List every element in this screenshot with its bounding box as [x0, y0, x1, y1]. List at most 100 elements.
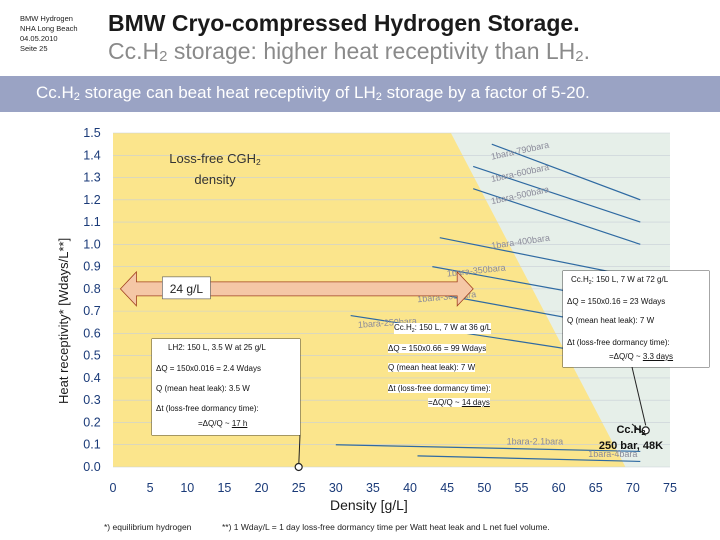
title-part: Cc.H [571, 275, 589, 284]
x-tick-label: 45 [440, 481, 454, 495]
isobar-line [473, 165, 641, 223]
x-tick-label: 25 [292, 481, 306, 495]
cch2-36-leak: Q (mean heat leak): 7 W [388, 363, 476, 372]
lh2-dq: ΔQ = 150x0.016 = 2.4 Wdays [156, 364, 261, 373]
result-prefix: =ΔQ/Q ~ [198, 419, 232, 428]
region-label-part: Loss-free CGH [169, 151, 256, 166]
y-tick-label: 0.0 [83, 460, 100, 474]
annotation-cch2-72: Cc.H2: 150 L, 7 W at 72 g/L ΔQ = 150x0.1… [563, 271, 709, 367]
cch2-36-dq: ΔQ = 150x0.66 = 99 Wdays [388, 344, 487, 353]
y-tick-label: 0.1 [83, 438, 100, 452]
region-label-line: density [194, 172, 236, 187]
region-label-line: Loss-free CGH2 [160, 150, 270, 171]
point-label-cch2: Cc.H2 250 bar, 48K [578, 424, 684, 453]
y-tick-label: 1.2 [83, 193, 100, 207]
isobar-line [335, 444, 641, 453]
footnote-2: **) 1 Wday/L = 1 day loss-free dormancy … [222, 522, 550, 532]
meta-line: NHA Long Beach [20, 24, 78, 33]
cch2-72-leak: Q (mean heat leak): 7 W [567, 316, 655, 325]
point-label-line: 250 bar, 48K [598, 440, 664, 452]
x-tick-label: 30 [329, 481, 343, 495]
headline-part: Cc.H [36, 83, 74, 102]
y-tick-label: 1.3 [83, 171, 100, 185]
y-tick-label: 0.4 [83, 371, 100, 385]
x-tick-label: 60 [552, 481, 566, 495]
title-part: : 150 L, 7 W at 72 g/L [591, 275, 669, 284]
point-label-part: Cc.H [616, 424, 642, 436]
y-tick-label: 1.5 [83, 126, 100, 140]
headline-text: Cc.H2 storage can beat heat receptivity … [36, 83, 590, 103]
title-part: Cc.H [394, 323, 412, 332]
isobar-label: 1bara-4bara [588, 449, 637, 459]
y-tick-label: 1.0 [83, 237, 100, 251]
y-tick-label: 0.9 [83, 260, 100, 274]
lh2-point [294, 462, 303, 472]
cch2-36-title: Cc.H2: 150 L, 7 W at 36 g/L [394, 323, 492, 334]
result-prefix: =ΔQ/Q ~ [428, 398, 462, 407]
isobar-line [473, 188, 641, 245]
x-tick-label: 35 [366, 481, 380, 495]
lh2-dt: Δt (loss-free dormancy time): [156, 404, 259, 413]
arrow-label: 24 g/L [170, 282, 204, 296]
meta-line: 04.05.2010 [20, 34, 58, 43]
result-value: 14 days [461, 398, 490, 407]
x-tick-label: 65 [589, 481, 603, 495]
point-label-sub: 2 [641, 429, 646, 437]
footnote-1: *) equilibrium hydrogen [104, 522, 192, 532]
x-tick-label: 5 [147, 481, 154, 495]
title-sub: 2 [411, 328, 415, 334]
headline-sub: 2 [375, 91, 382, 103]
cch2-72-title: Cc.H2: 150 L, 7 W at 72 g/L [571, 275, 668, 286]
x-tick-label: 15 [217, 481, 231, 495]
density-gap-arrow [119, 270, 474, 307]
isobar-line [417, 455, 641, 463]
meta-line: BMW Hydrogen [20, 14, 73, 23]
subtitle-sub: 2 [159, 48, 168, 65]
x-tick-label: 70 [626, 481, 640, 495]
x-tick-label: 40 [403, 481, 417, 495]
cch2-leader [631, 366, 647, 426]
x-tick-label: 10 [180, 481, 194, 495]
result-prefix: =ΔQ/Q ~ [609, 352, 643, 361]
headline-band [0, 76, 720, 112]
headline-sub: 2 [73, 91, 80, 103]
region-label-sub: 2 [256, 157, 261, 167]
arrow-label-box [162, 276, 211, 300]
lh2-leader [298, 434, 301, 468]
annotation-cch2-36: Cc.H2: 150 L, 7 W at 36 g/L ΔQ = 150x0.6… [386, 318, 522, 412]
lh2-result: =ΔQ/Q ~ 17 h [198, 419, 247, 428]
subtitle-sub: 2 [575, 48, 584, 65]
region-label: Loss-free CGH2 density [160, 150, 270, 188]
slide-meta: BMW Hydrogen NHA Long Beach 04.05.2010 S… [20, 14, 78, 54]
isobar-line [491, 143, 641, 201]
headline-part: storage can beat heat receptivity of LH [79, 83, 376, 102]
y-tick-label: 0.6 [83, 326, 100, 340]
point-label-line: Cc.H2 [578, 424, 684, 440]
y-tick-label: 0.2 [83, 415, 100, 429]
subtitle-part: Cc.H [108, 38, 160, 64]
cch2-36-result: =ΔQ/Q ~ 14 days [428, 398, 490, 407]
subtitle-part: . [583, 38, 590, 64]
title-sub: 2 [588, 280, 592, 286]
meta-line: Seite 25 [20, 44, 48, 53]
cch2-point [641, 426, 650, 435]
headline-part: storage by a factor of 5-20. [381, 83, 590, 102]
isobar-label: 1bara-2.1bara [507, 437, 564, 447]
x-tick-label: 75 [663, 481, 677, 495]
cch2-72-result: =ΔQ/Q ~ 3.3 days [609, 352, 673, 361]
y-axis-label: Heat receptivity* [Wdays/L**] [56, 237, 71, 404]
x-axis-label: Density [g/L] [330, 497, 408, 513]
y-tick-label: 0.8 [83, 282, 100, 296]
title-part: : 150 L, 7 W at 36 g/L [414, 323, 492, 332]
y-tick-label: 0.3 [83, 393, 100, 407]
cch2-36-dt: Δt (loss-free dormancy time): [388, 384, 491, 393]
y-tick-label: 1.1 [83, 215, 100, 229]
result-value: 3.3 days [642, 352, 674, 361]
lh2-title: LH2: 150 L, 3.5 W at 25 g/L [168, 343, 266, 352]
x-tick-label: 0 [110, 481, 117, 495]
x-tick-label: 20 [255, 481, 269, 495]
x-tick-label: 50 [477, 481, 491, 495]
slide-title: BMW Cryo-compressed Hydrogen Storage. [108, 10, 580, 36]
subtitle-part: storage: higher heat receptivity than LH [167, 38, 576, 64]
cch2-72-dq: ΔQ = 150x0.16 = 23 Wdays [567, 297, 666, 306]
